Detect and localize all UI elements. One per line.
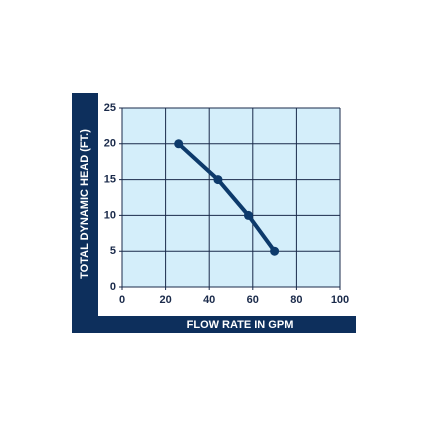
y-tick-label: 10 <box>104 209 116 221</box>
x-tick-label: 60 <box>247 294 259 306</box>
x-axis-title: FLOW RATE IN GPM <box>187 319 294 331</box>
x-tick-label: 80 <box>290 294 302 306</box>
y-axis-title: TOTAL DYNAMIC HEAD (FT.) <box>79 129 91 279</box>
x-tick-label: 100 <box>331 294 349 306</box>
y-tick-label: 25 <box>104 102 116 114</box>
x-band <box>72 316 356 333</box>
x-tick-label: 40 <box>203 294 215 306</box>
point <box>213 175 223 185</box>
point <box>174 139 184 149</box>
x-tick-label: 20 <box>159 294 171 306</box>
y-tick-label: 0 <box>110 281 116 293</box>
y-band <box>72 93 98 333</box>
point <box>243 210 253 220</box>
line <box>177 142 277 253</box>
y-tick-label: 5 <box>110 245 116 257</box>
point <box>270 246 280 256</box>
x-tick-label: 0 <box>119 294 125 306</box>
y-tick-label: 15 <box>104 174 116 186</box>
y-tick-label: 20 <box>104 138 116 150</box>
